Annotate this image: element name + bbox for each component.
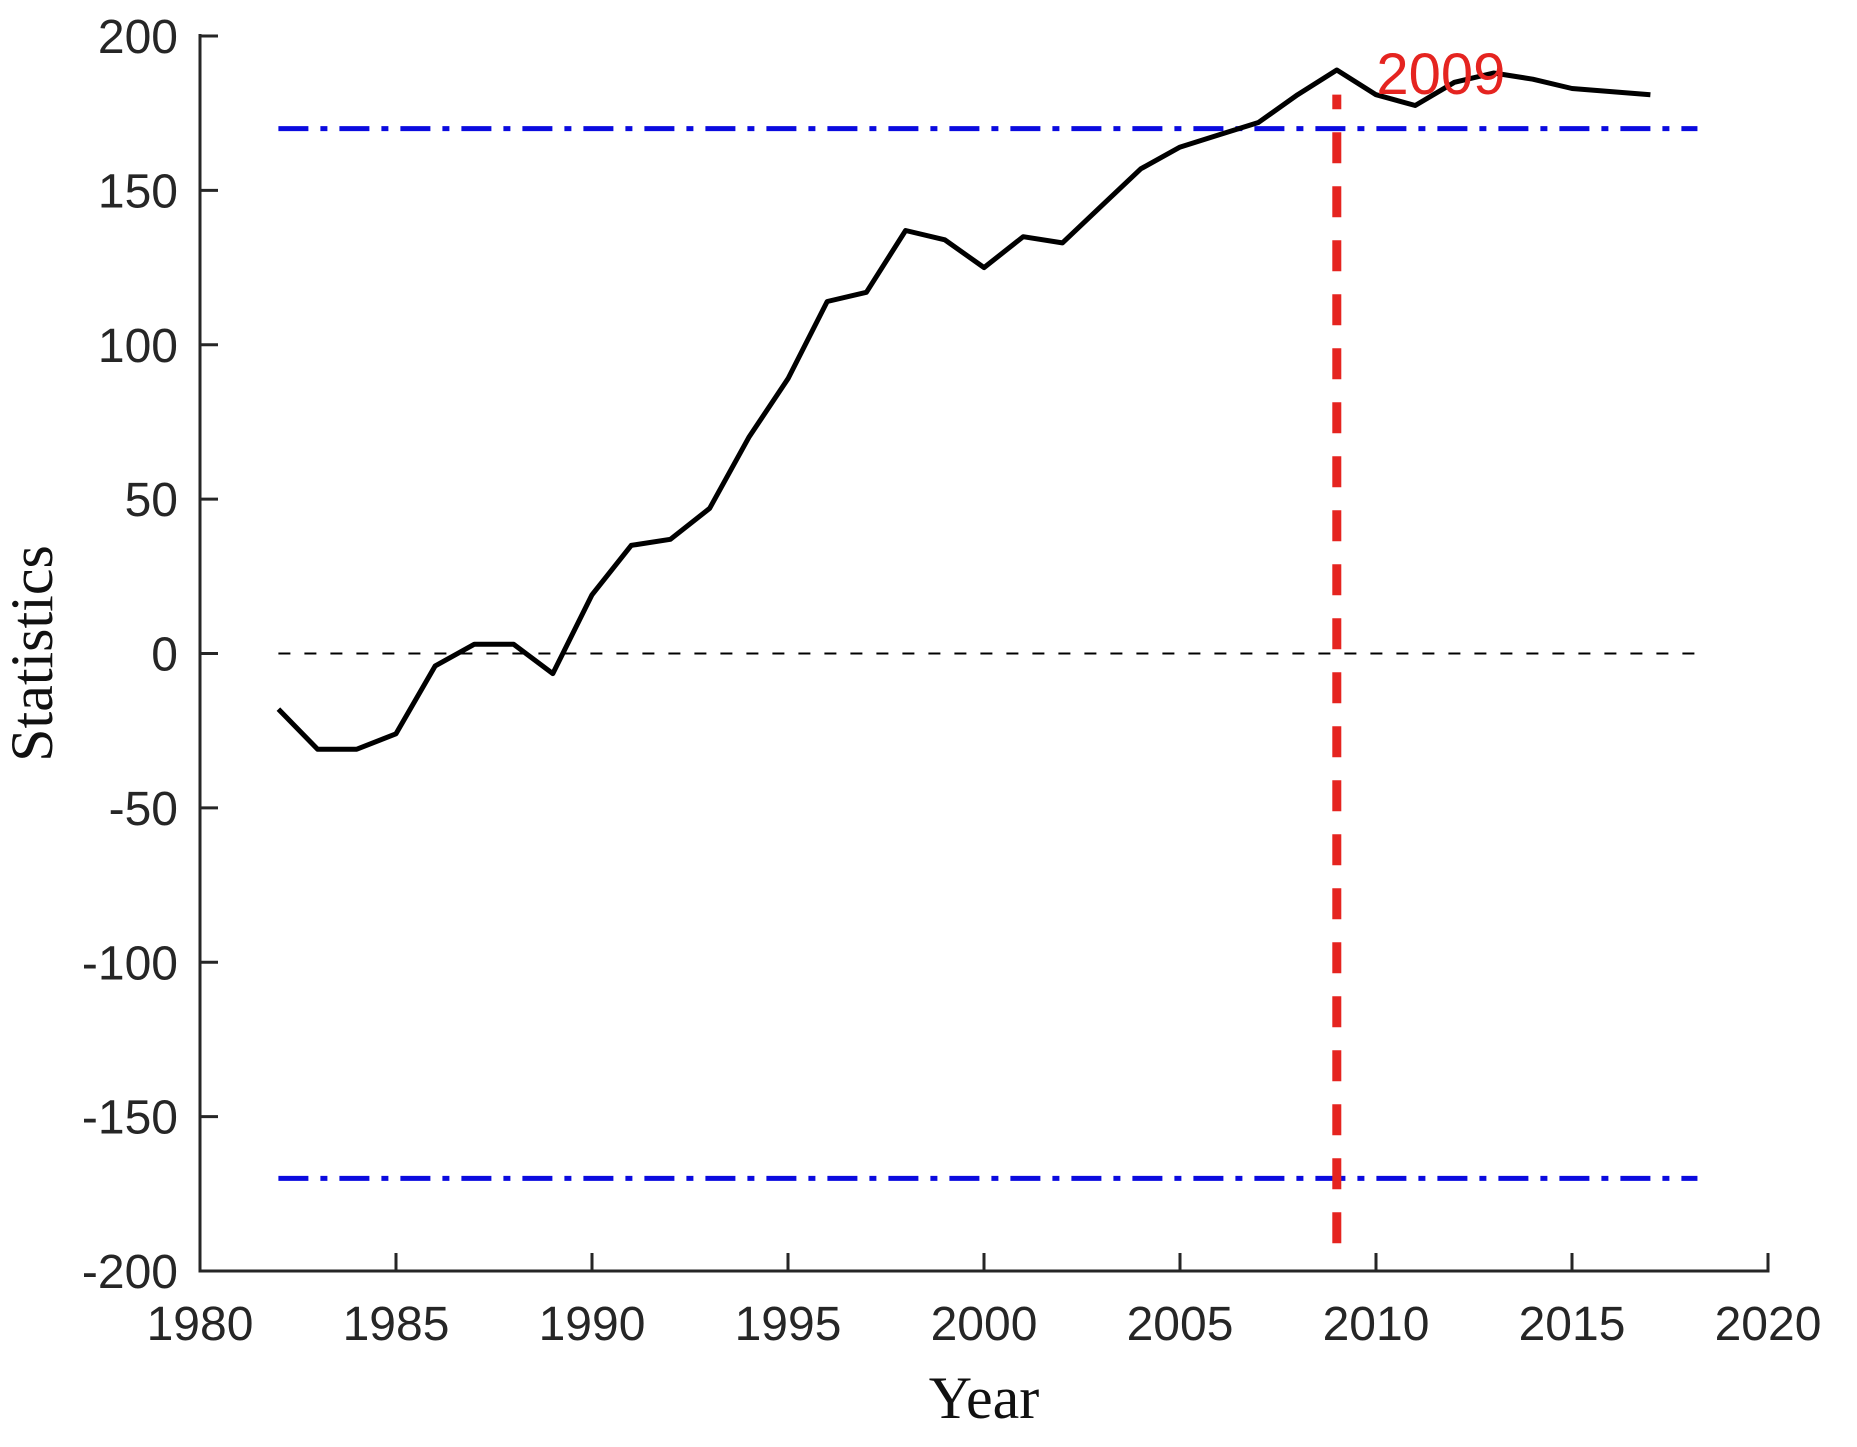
y-tick-label: 0 [151, 629, 178, 682]
x-tick-label: 2010 [1323, 1298, 1430, 1351]
y-axis-title: Statistics [0, 545, 65, 762]
x-axis-title: Year [929, 1365, 1040, 1431]
y-tick-label: 200 [98, 11, 178, 64]
mann-kendall-statistic-series-line [276, 67, 1651, 752]
x-tick-label: 2015 [1519, 1298, 1626, 1351]
y-tick-label: 100 [98, 320, 178, 373]
x-tick-label: 1995 [735, 1298, 842, 1351]
x-tick-label: 1980 [147, 1298, 254, 1351]
x-tick-label: 2000 [931, 1298, 1038, 1351]
y-tick-label: 150 [98, 165, 178, 218]
x-tick-label: 1985 [343, 1298, 450, 1351]
y-tick-label: -200 [82, 1246, 178, 1299]
y-tick-label: 50 [125, 474, 178, 527]
y-tick-label: -100 [82, 937, 178, 990]
change-point-label: 2009 [1376, 42, 1505, 107]
y-tick-label: -150 [82, 1092, 178, 1145]
x-tick-label: 2005 [1127, 1298, 1234, 1351]
x-tick-label: 2020 [1715, 1298, 1822, 1351]
y-tick-label: -50 [109, 783, 178, 836]
x-tick-label: 1990 [539, 1298, 646, 1351]
